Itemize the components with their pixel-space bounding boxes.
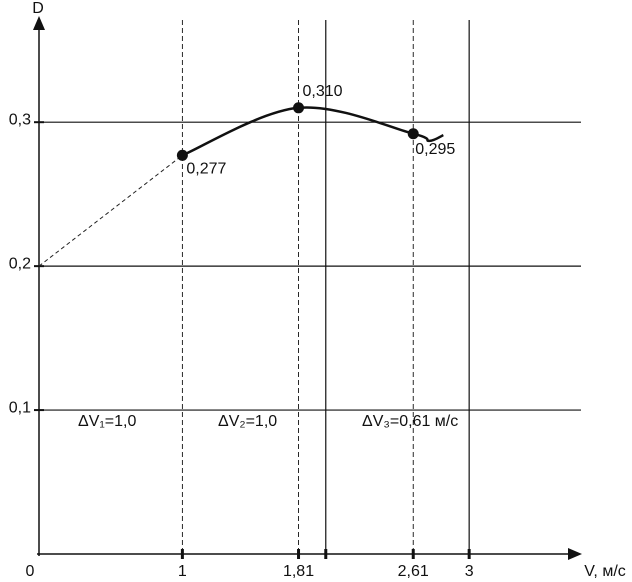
y-axis-label: D — [32, 0, 44, 17]
y-tick-label: 0,2 — [9, 255, 31, 272]
x-axis-arrow — [568, 548, 582, 560]
data-label: 0,277 — [186, 161, 226, 178]
data-point — [293, 102, 305, 114]
annotation: ΔV₂=1,0 — [218, 413, 277, 430]
annotation: ΔV₃=0,61 м/с — [362, 413, 458, 430]
x-tick-label: 1 — [178, 563, 187, 580]
annotation: ΔV₁=1,0 — [78, 413, 136, 430]
x-tick-label: 1,81 — [283, 563, 314, 580]
data-point — [407, 128, 419, 140]
data-label: 0,310 — [303, 83, 343, 100]
y-axis-arrow — [33, 16, 45, 30]
x-tick-label: 3 — [465, 563, 474, 580]
data-label: 0,295 — [415, 141, 455, 158]
data-point — [176, 149, 188, 161]
curve — [181, 106, 444, 157]
x-tick-label: 0 — [26, 563, 35, 580]
x-axis-label: V, м/с — [584, 563, 626, 580]
y-tick-label: 0,1 — [9, 399, 31, 416]
dashed-line — [38, 154, 183, 267]
y-tick-label: 0,3 — [9, 111, 31, 128]
x-tick-label: 2,61 — [398, 563, 429, 580]
